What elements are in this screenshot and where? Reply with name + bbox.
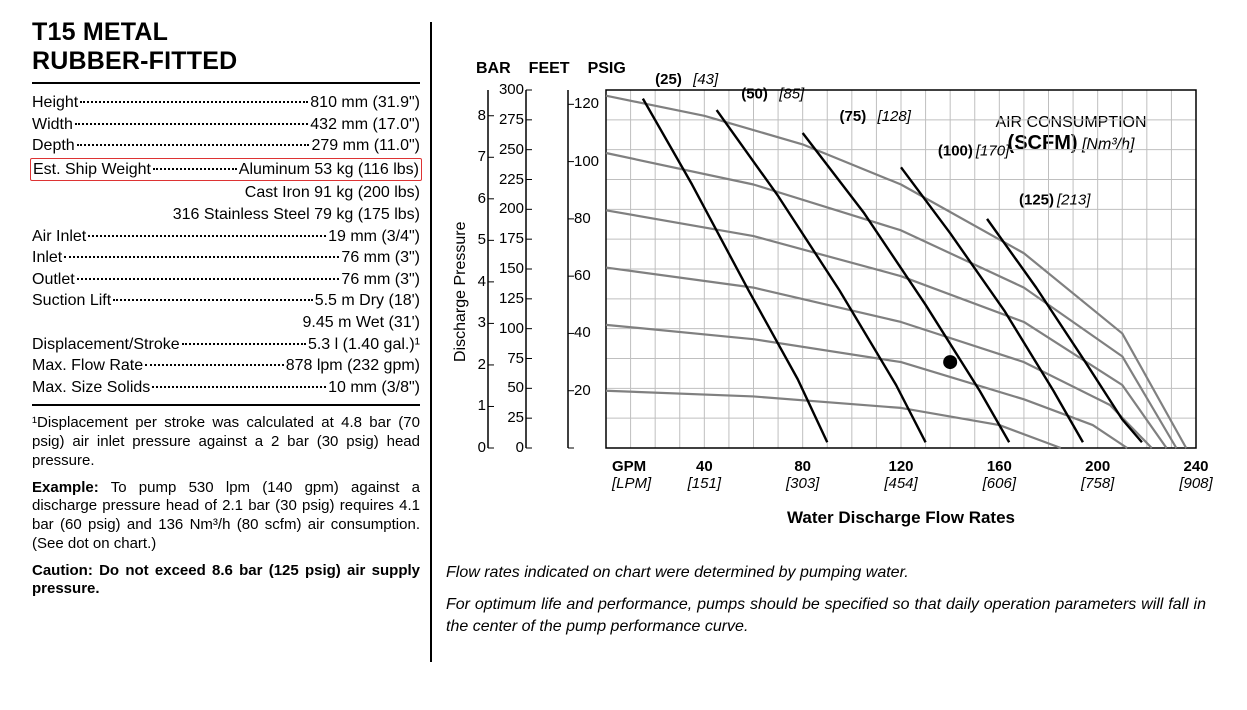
spec-rule <box>32 404 420 406</box>
spec-row: Cast Iron 91 kg (200 lbs) <box>32 182 420 204</box>
spec-value: 5.5 m Dry (18') <box>315 290 420 312</box>
x-tick: 40[151] <box>674 458 734 492</box>
footnote: ¹Displacement per stroke was calculated … <box>32 414 420 470</box>
x-tick: 240[908] <box>1166 458 1226 492</box>
svg-text:(50): (50) <box>741 85 768 102</box>
svg-text:[170]: [170] <box>975 143 1010 160</box>
spec-value: 19 mm (3/4") <box>328 226 420 248</box>
spec-label: Depth <box>32 135 75 157</box>
spec-row: Air Inlet 19 mm (3/4") <box>32 226 420 248</box>
spec-row: 316 Stainless Steel 79 kg (175 lbs) <box>32 204 420 226</box>
x-axis-label: Water Discharge Flow Rates <box>606 508 1196 528</box>
spec-row: Max. Flow Rate 878 lpm (232 gpm) <box>32 355 420 377</box>
svg-text:[213]: [213] <box>1056 191 1091 208</box>
svg-text:(125): (125) <box>1019 191 1054 208</box>
caption-1: Flow rates indicated on chart were deter… <box>446 562 1206 584</box>
x-tick: 160[606] <box>969 458 1029 492</box>
spec-label: Max. Size Solids <box>32 377 150 399</box>
x-tick: GPM[LPM] <box>612 458 672 492</box>
page: T15 METAL RUBBER-FITTED Height 810 mm (31… <box>0 0 1247 710</box>
spec-panel: T15 METAL RUBBER-FITTED Height 810 mm (31… <box>32 18 420 599</box>
spec-label: Displacement/Stroke <box>32 334 180 356</box>
svg-text:(100): (100) <box>938 143 973 160</box>
example-text: Example: To pump 530 lpm (140 gpm) again… <box>32 479 420 554</box>
spec-value: 10 mm (3/8") <box>328 377 420 399</box>
spec-label: Width <box>32 114 73 136</box>
spec-row: Displacement/Stroke 5.3 l (1.40 gal.)¹ <box>32 334 420 356</box>
spec-row: Est. Ship Weight Aluminum 53 kg (116 lbs) <box>30 158 422 182</box>
spec-value: 432 mm (17.0") <box>310 114 420 136</box>
svg-text:[43]: [43] <box>692 71 719 88</box>
spec-label: Suction Lift <box>32 290 111 312</box>
caution-text: Caution: Do not exceed 8.6 bar (125 psig… <box>32 562 420 600</box>
spec-list: Height810 mm (31.9")Width432 mm (17.0")D… <box>32 92 420 398</box>
spec-label: Air Inlet <box>32 226 86 248</box>
spec-label: Height <box>32 92 78 114</box>
spec-row: Depth 279 mm (11.0") <box>32 135 420 157</box>
svg-text:(25): (25) <box>655 71 682 88</box>
spec-row: Max. Size Solids 10 mm (3/8") <box>32 377 420 399</box>
spec-value: 316 Stainless Steel 79 kg (175 lbs) <box>173 204 420 226</box>
svg-text:(75): (75) <box>840 108 867 125</box>
spec-row: Inlet 76 mm (3") <box>32 247 420 269</box>
spec-label: Outlet <box>32 269 75 291</box>
spec-value: Cast Iron 91 kg (200 lbs) <box>245 182 420 204</box>
spec-row: 9.45 m Wet (31') <box>32 312 420 334</box>
title-line-1: T15 METAL <box>32 18 420 47</box>
spec-value: 76 mm (3") <box>341 247 420 269</box>
divider <box>430 22 432 662</box>
spec-value: 878 lpm (232 gpm) <box>286 355 420 377</box>
spec-value: 810 mm (31.9") <box>310 92 420 114</box>
svg-text:[128]: [128] <box>877 108 912 125</box>
spec-value: 76 mm (3") <box>341 269 420 291</box>
spec-value: Aluminum 53 kg (116 lbs) <box>239 159 419 181</box>
title-line-2: RUBBER-FITTED <box>32 47 420 76</box>
title-rule <box>32 82 420 84</box>
x-tick: 120[454] <box>871 458 931 492</box>
spec-row: Width 432 mm (17.0") <box>32 114 420 136</box>
spec-label: Inlet <box>32 247 62 269</box>
svg-text:[85]: [85] <box>778 85 805 102</box>
spec-value: 9.45 m Wet (31') <box>303 312 420 334</box>
spec-label: Max. Flow Rate <box>32 355 143 377</box>
caption-2: For optimum life and performance, pumps … <box>446 594 1206 637</box>
spec-value: 279 mm (11.0") <box>311 135 420 157</box>
x-tick: 80[303] <box>773 458 833 492</box>
pump-curve-chart: (25) [43] (50) [85] (75) [128] (100)[170] (125)… <box>446 22 1216 522</box>
spec-row: Outlet 76 mm (3") <box>32 269 420 291</box>
spec-value: 5.3 l (1.40 gal.)¹ <box>308 334 420 356</box>
spec-row: Height 810 mm (31.9") <box>32 92 420 114</box>
spec-label: Est. Ship Weight <box>33 159 151 181</box>
spec-row: Suction Lift 5.5 m Dry (18') <box>32 290 420 312</box>
x-tick: 200[758] <box>1068 458 1128 492</box>
